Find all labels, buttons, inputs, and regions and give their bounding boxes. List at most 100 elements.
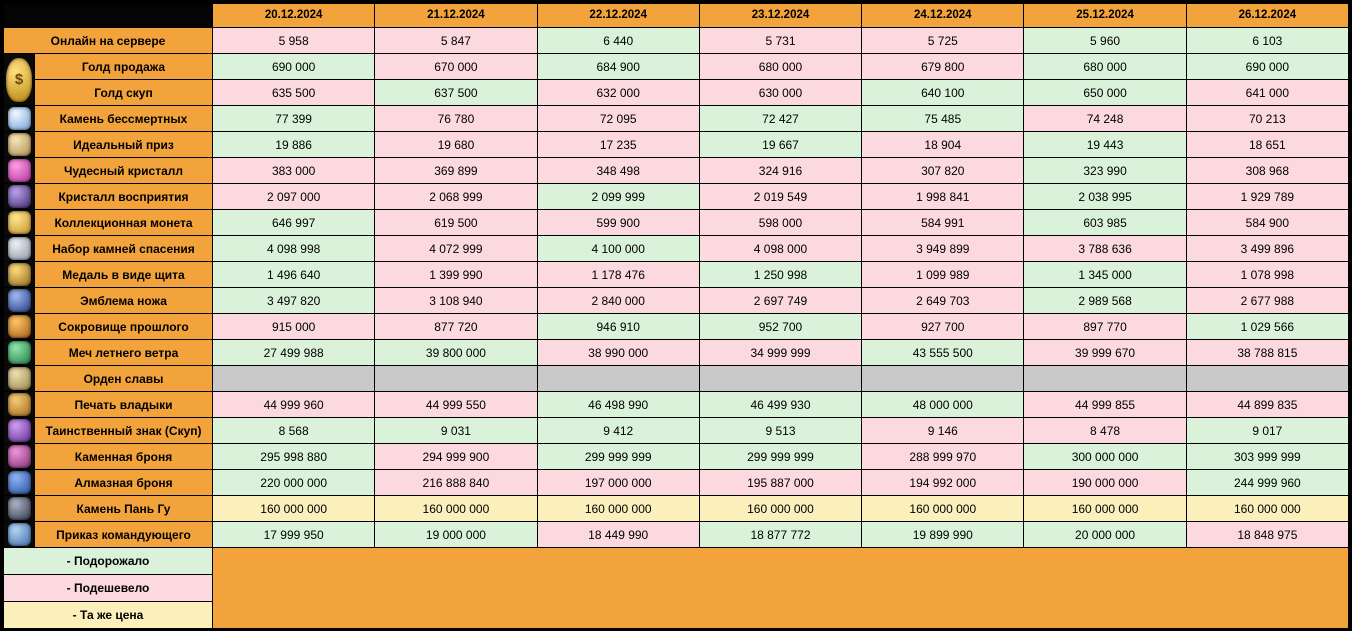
value-cell: 46 498 990 [537,392,699,417]
perfect-prize-icon [7,133,31,156]
value-cell: 295 998 880 [213,444,375,469]
item-label: Эмблема ножа [35,288,212,313]
value-cell: 160 000 000 [537,496,699,521]
value-cell: 4 072 999 [375,236,537,261]
item-icon-cell: $ [4,54,34,105]
value-cell: 194 992 000 [862,470,1024,495]
item-icon-cell [4,496,34,521]
value-cell: 369 899 [375,158,537,183]
item-icon-cell [4,340,34,365]
value-cell [213,366,375,391]
salvation-stones-icon [7,237,31,260]
item-label: Набор камней спасения [35,236,212,261]
item-icon-cell [4,288,34,313]
value-cell: 2 097 000 [213,184,375,209]
item-icon-cell [4,470,34,495]
value-cell: 300 000 000 [1024,444,1186,469]
item-label: Меч летнего ветра [35,340,212,365]
date-header: 26.12.2024 [1186,4,1348,27]
value-cell: 650 000 [1024,80,1186,105]
value-cell: 76 780 [375,106,537,131]
value-cell: 3 108 940 [375,288,537,313]
item-icon-cell [4,418,34,443]
value-cell: 160 000 000 [862,496,1024,521]
item-icon-cell [4,262,34,287]
value-cell: 1 345 000 [1024,262,1186,287]
value-cell: 9 412 [537,418,699,443]
item-icon-cell [4,444,34,469]
value-cell: 584 991 [862,210,1024,235]
value-cell: 75 485 [862,106,1024,131]
date-header: 22.12.2024 [537,4,699,27]
value-cell: 190 000 000 [1024,470,1186,495]
value-cell [699,366,862,391]
value-cell: 680 000 [1024,54,1186,79]
table-corner [4,4,212,27]
item-icon-cell [4,314,34,339]
value-cell: 584 900 [1186,210,1348,235]
value-cell: 5 960 [1024,28,1186,53]
value-cell: 6 440 [537,28,699,53]
item-label: Онлайн на сервере [4,28,212,53]
value-cell: 72 427 [699,106,862,131]
value-cell: 307 820 [862,158,1024,183]
date-header: 20.12.2024 [213,4,375,27]
value-cell: 9 146 [862,418,1024,443]
item-icon-cell [4,366,34,391]
value-cell: 19 443 [1024,132,1186,157]
value-cell: 44 999 960 [213,392,375,417]
item-icon-cell [4,392,34,417]
item-icon-cell [4,158,34,183]
value-cell: 2 038 995 [1024,184,1186,209]
value-cell: 216 888 840 [375,470,537,495]
value-cell [1024,366,1186,391]
value-cell: 39 999 670 [1024,340,1186,365]
item-label: Печать владыки [35,392,212,417]
item-label: Кристалл восприятия [35,184,212,209]
value-cell: 9 017 [1186,418,1348,443]
value-cell: 46 499 930 [699,392,862,417]
value-cell: 8 478 [1024,418,1186,443]
value-cell: 4 098 998 [213,236,375,261]
value-cell: 19 680 [375,132,537,157]
value-cell: 1 178 476 [537,262,699,287]
value-cell: 2 019 549 [699,184,862,209]
value-cell: 195 887 000 [699,470,862,495]
value-cell: 348 498 [537,158,699,183]
value-cell [537,366,699,391]
collection-coin-icon [7,211,31,234]
value-cell: 244 999 960 [1186,470,1348,495]
value-cell: 160 000 000 [375,496,537,521]
value-cell: 8 568 [213,418,375,443]
value-cell: 18 848 975 [1186,522,1348,547]
item-icon-cell [4,210,34,235]
item-icon-cell [4,106,34,131]
value-cell: 641 000 [1186,80,1348,105]
date-header: 25.12.2024 [1024,4,1186,27]
item-label: Приказ командующего [35,522,212,547]
item-icon-cell [4,132,34,157]
value-cell: 44 999 855 [1024,392,1186,417]
value-cell: 5 958 [213,28,375,53]
value-cell: 70 213 [1186,106,1348,131]
value-cell: 637 500 [375,80,537,105]
immortal-stone-icon [7,107,31,130]
item-label: Камень бессмертных [35,106,212,131]
value-cell: 630 000 [699,80,862,105]
item-label: Каменная броня [35,444,212,469]
value-cell: 324 916 [699,158,862,183]
value-cell: 43 555 500 [862,340,1024,365]
value-cell: 9 513 [699,418,862,443]
item-label: Алмазная броня [35,470,212,495]
item-label: Чудесный кристалл [35,158,212,183]
value-cell: 1 250 998 [699,262,862,287]
value-cell: 3 788 636 [1024,236,1186,261]
value-cell: 599 900 [537,210,699,235]
value-cell: 44 999 550 [375,392,537,417]
gold-bag-icon: $ [6,57,32,102]
value-cell: 19 000 000 [375,522,537,547]
value-cell: 299 999 999 [537,444,699,469]
legend-item: - Подорожало [4,548,212,574]
value-cell: 18 651 [1186,132,1348,157]
